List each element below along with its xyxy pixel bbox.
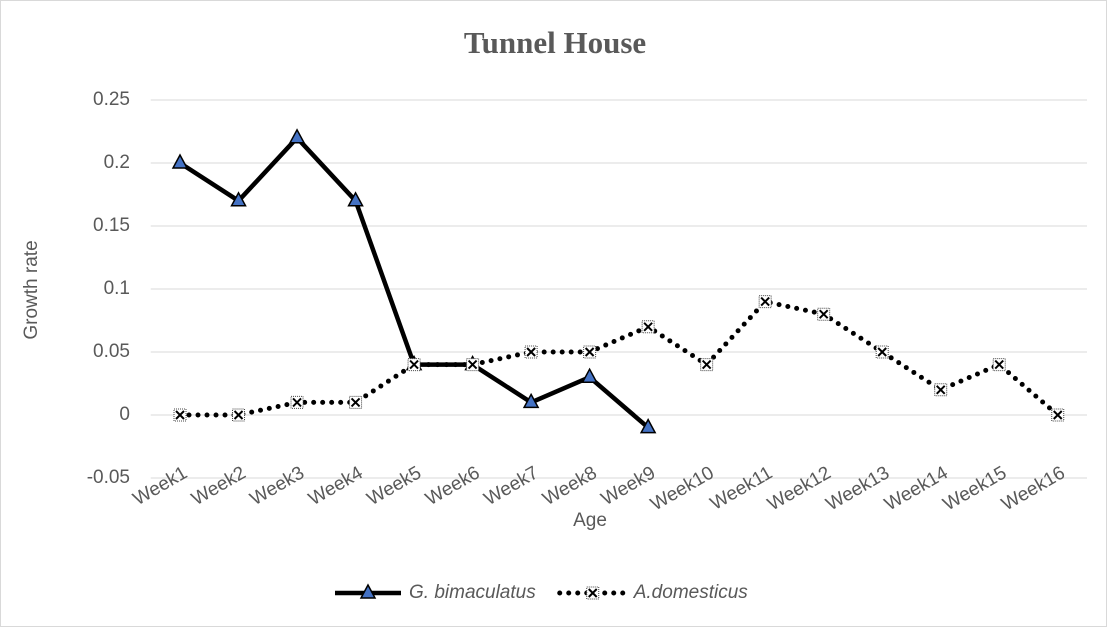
marker	[641, 320, 655, 334]
marker	[817, 307, 831, 321]
marker	[700, 358, 714, 372]
marker-cross	[584, 347, 595, 357]
marker	[522, 392, 540, 409]
legend-item: A.domesticus	[557, 582, 749, 603]
marker-cross	[588, 588, 598, 598]
chart-title: Tunnel House	[464, 25, 646, 60]
marker	[347, 191, 364, 207]
marker	[581, 367, 598, 383]
y-tick-label: 0.2	[104, 152, 130, 173]
marker	[407, 358, 421, 372]
marker	[524, 345, 538, 359]
x-axis-title: Age	[573, 510, 607, 531]
marker	[758, 295, 772, 309]
legend-label: A.domesticus	[633, 582, 749, 603]
marker-cross	[175, 410, 185, 420]
marker	[359, 583, 377, 599]
marker	[171, 153, 189, 169]
marker-cross	[818, 309, 829, 319]
marker	[230, 191, 247, 207]
marker	[290, 395, 304, 409]
marker-cross	[233, 410, 244, 420]
marker-cross	[292, 397, 302, 408]
marker	[583, 345, 597, 359]
marker-cross	[1053, 410, 1063, 420]
marker	[349, 395, 363, 409]
marker	[875, 345, 889, 359]
marker-cross	[994, 359, 1004, 370]
y-tick-label: 0.15	[93, 215, 130, 236]
y-tick-label: 0.25	[93, 89, 130, 110]
marker	[288, 128, 306, 144]
marker	[639, 418, 657, 434]
y-tick-label: -0.05	[87, 467, 130, 488]
marker-cross	[409, 359, 419, 370]
marker-cross	[350, 397, 361, 408]
marker-cross	[760, 296, 770, 307]
marker	[1051, 408, 1065, 422]
y-tick-label: 0.1	[104, 278, 130, 299]
marker-cross	[643, 322, 653, 332]
marker	[466, 358, 480, 372]
y-tick-label: 0.05	[93, 341, 130, 362]
marker-cross	[526, 347, 536, 357]
marker	[934, 383, 948, 397]
marker-cross	[467, 359, 478, 370]
marker-cross	[936, 385, 946, 395]
marker	[173, 408, 187, 422]
marker-cross	[701, 359, 712, 370]
marker	[586, 586, 600, 600]
legend-label: G. bimaculatus	[409, 582, 536, 603]
marker	[232, 408, 246, 422]
marker-cross	[877, 347, 887, 357]
legend-item: G. bimaculatus	[335, 582, 536, 603]
marker	[992, 358, 1006, 372]
y-axis-title: Growth rate	[21, 240, 42, 339]
y-tick-label: 0	[119, 404, 130, 425]
